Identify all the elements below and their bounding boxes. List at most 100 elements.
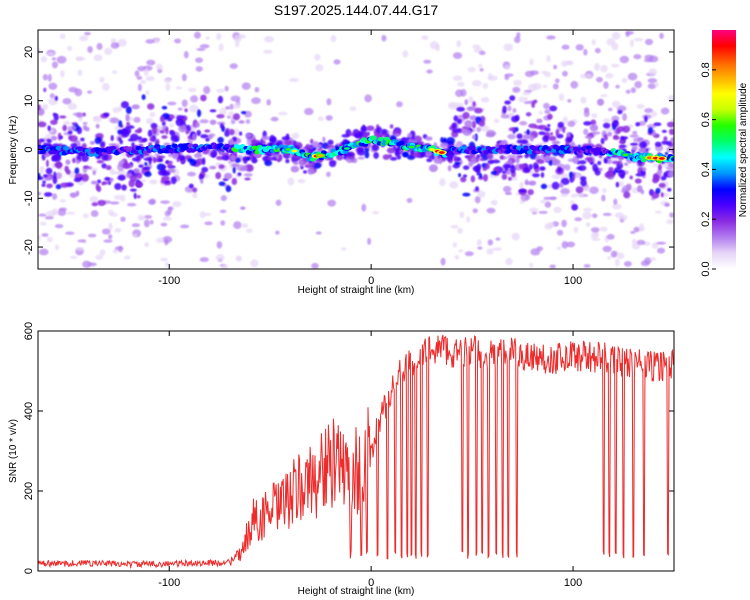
heatmap-speckle	[143, 219, 150, 228]
heatmap-cell	[79, 176, 83, 181]
heatmap-speckle	[187, 87, 197, 93]
heatmap-speckle	[241, 223, 249, 228]
heatmap-cell	[490, 170, 498, 175]
heatmap-cell	[200, 134, 209, 139]
heatmap-speckle	[606, 233, 615, 240]
heatmap-speckle	[51, 61, 58, 69]
heatmap-cell	[137, 136, 143, 141]
heatmap-cell	[446, 136, 455, 145]
heatmap-speckle	[168, 206, 174, 211]
spectrogram-xtick-label: 0	[368, 275, 374, 287]
heatmap-speckle	[583, 264, 591, 268]
heatmap-speckle	[87, 46, 93, 53]
heatmap-cell	[366, 125, 375, 132]
heatmap-cell	[141, 138, 148, 142]
heatmap-cell	[65, 159, 71, 165]
heatmap-hot-cell	[622, 153, 629, 157]
heatmap-cell	[624, 162, 629, 166]
heatmap-speckle	[66, 211, 76, 215]
heatmap-cell	[548, 159, 553, 166]
heatmap-speckle	[263, 35, 274, 43]
heatmap-speckle	[603, 81, 609, 89]
heatmap-cell	[460, 176, 467, 183]
heatmap-speckle	[562, 116, 568, 125]
heatmap-speckle	[195, 57, 204, 63]
heatmap-speckle	[495, 237, 501, 241]
heatmap-speckle	[110, 117, 120, 124]
heatmap-speckle	[315, 64, 324, 72]
heatmap-ridge-cell	[448, 150, 455, 156]
heatmap-cell	[200, 178, 204, 184]
heatmap-cell	[131, 157, 141, 162]
heatmap-speckle	[584, 73, 593, 79]
heatmap-speckle	[638, 120, 646, 126]
heatmap-cell	[501, 173, 508, 180]
heatmap-speckle	[124, 255, 131, 260]
heatmap-speckle	[575, 44, 584, 51]
heatmap-speckle	[149, 111, 156, 118]
heatmap-speckle	[561, 219, 567, 228]
heatmap-speckle	[476, 126, 482, 133]
heatmap-speckle	[327, 199, 337, 207]
heatmap-cell	[655, 187, 661, 194]
heatmap-speckle	[87, 90, 92, 94]
heatmap-speckle	[583, 128, 589, 136]
heatmap-cell	[416, 141, 425, 145]
heatmap-speckle	[103, 239, 113, 243]
heatmap-cell	[138, 164, 144, 168]
heatmap-speckle	[617, 252, 625, 260]
heatmap-cell	[204, 129, 211, 133]
heatmap-speckle	[544, 71, 551, 78]
heatmap-cell	[228, 128, 235, 136]
heatmap-speckle	[147, 199, 156, 205]
heatmap-cell	[575, 186, 584, 194]
heatmap-cell	[592, 163, 598, 172]
heatmap-cell	[228, 138, 234, 146]
heatmap-cell	[498, 141, 507, 146]
heatmap-cell	[520, 139, 529, 145]
heatmap-speckle	[119, 194, 126, 202]
heatmap-cell	[82, 112, 86, 117]
heatmap-cell	[157, 169, 167, 176]
heatmap-cell	[97, 179, 102, 184]
heatmap-speckle	[561, 240, 569, 249]
heatmap-cell	[548, 135, 557, 141]
heatmap-cell	[487, 159, 494, 165]
heatmap-speckle	[591, 39, 596, 46]
heatmap-ridge-cell	[398, 140, 405, 146]
heatmap-cell	[607, 131, 613, 137]
heatmap-speckle	[99, 76, 105, 83]
heatmap-speckle	[357, 156, 365, 160]
heatmap-cell	[538, 131, 546, 136]
heatmap-cell	[618, 139, 626, 145]
spectrogram-ytick-label: 20	[23, 46, 35, 58]
colorbar-tick-label: 0.8	[700, 62, 712, 77]
colorbar-label: Normalized spectral amplitude	[738, 82, 749, 217]
heatmap-speckle	[455, 89, 464, 98]
heatmap-speckle	[291, 132, 300, 140]
heatmap-speckle	[56, 55, 67, 64]
heatmap-speckle	[644, 108, 654, 114]
heatmap-cell	[596, 98, 605, 106]
heatmap-cell	[303, 170, 308, 174]
heatmap-cell	[152, 127, 157, 135]
heatmap-cell	[557, 167, 562, 173]
heatmap-cell	[299, 160, 304, 167]
heatmap-cell	[587, 137, 592, 146]
heatmap-cell	[232, 166, 236, 174]
heatmap-speckle	[636, 104, 645, 109]
heatmap-speckle	[553, 64, 558, 70]
heatmap-speckle	[175, 86, 183, 90]
heatmap-cell	[518, 189, 527, 193]
heatmap-cell	[569, 171, 573, 179]
heatmap-cell	[89, 140, 95, 145]
heatmap-speckle	[529, 70, 539, 75]
heatmap-speckle	[605, 127, 614, 132]
heatmap-speckle	[507, 133, 516, 140]
heatmap-cell	[46, 138, 52, 144]
heatmap-cell	[622, 125, 631, 133]
heatmap-cell	[616, 167, 621, 171]
heatmap-cell	[613, 134, 618, 138]
heatmap-speckle	[41, 233, 49, 237]
heatmap-speckle	[108, 234, 113, 240]
